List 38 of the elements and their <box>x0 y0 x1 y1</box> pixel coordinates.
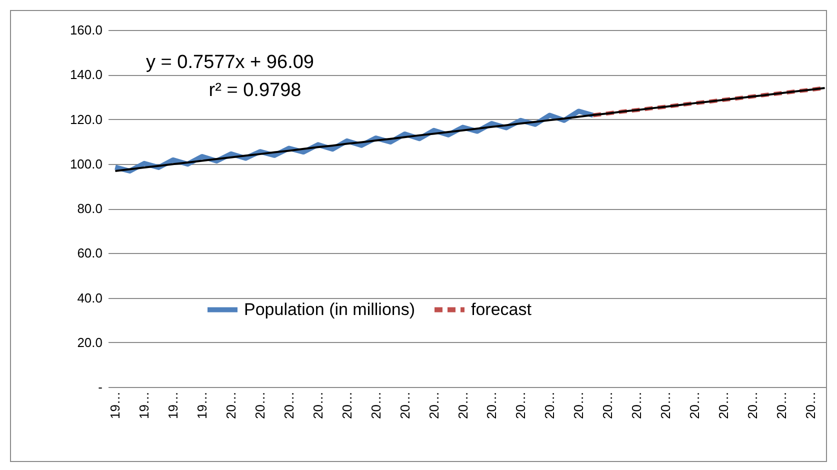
x-tick-label: 20… <box>224 392 239 419</box>
x-tick-label: 20… <box>744 392 760 419</box>
y-tick-label: 120.0 <box>70 112 102 127</box>
y-tick-label: 140.0 <box>70 67 102 82</box>
y-tick-label: 20.0 <box>77 334 102 350</box>
x-tick-label: 20… <box>658 392 673 419</box>
legend-label: Population (in millions) <box>244 300 416 319</box>
x-tick-label: 19… <box>136 392 152 419</box>
x-tick-label: 20… <box>282 392 296 419</box>
x-tick-label: 20… <box>455 392 470 419</box>
x-tick-label: 20… <box>484 392 500 419</box>
legend-label: forecast <box>471 300 532 319</box>
y-tick-label: - <box>98 380 102 394</box>
annotation: r² = 0.9798 <box>208 80 302 101</box>
y-tick-label: 80.0 <box>77 201 102 216</box>
x-tick-label: 20… <box>600 392 616 419</box>
x-tick-label: 19… <box>194 392 210 419</box>
y-tick-label: 40.0 <box>77 290 102 306</box>
y-tick-label: 100.0 <box>70 156 102 172</box>
x-tick-label: 19… <box>108 392 123 419</box>
x-tick-label: 20… <box>629 392 644 419</box>
x-tick-label: 20… <box>252 392 268 419</box>
x-tick-label: 20… <box>397 392 412 419</box>
x-tick-label: 20… <box>513 392 528 419</box>
x-tick-label: 20… <box>542 392 558 419</box>
annotation: y = 0.7577x + 96.09 <box>146 52 314 73</box>
x-tick-label: 20… <box>310 392 326 419</box>
x-tick-label: 20… <box>686 392 702 419</box>
x-tick-label: 20… <box>802 392 818 419</box>
x-tick-label: 20… <box>774 392 789 419</box>
x-tick-label: 20… <box>426 392 442 419</box>
x-tick-label: 20… <box>339 392 354 419</box>
y-tick-label: 160.0 <box>70 22 102 38</box>
x-tick-label: 19… <box>166 392 181 419</box>
y-tick-label: 60.0 <box>77 246 102 261</box>
x-tick-label: 20… <box>368 392 384 419</box>
x-tick-label: 20… <box>571 392 586 419</box>
x-tick-label: 20… <box>716 392 731 419</box>
